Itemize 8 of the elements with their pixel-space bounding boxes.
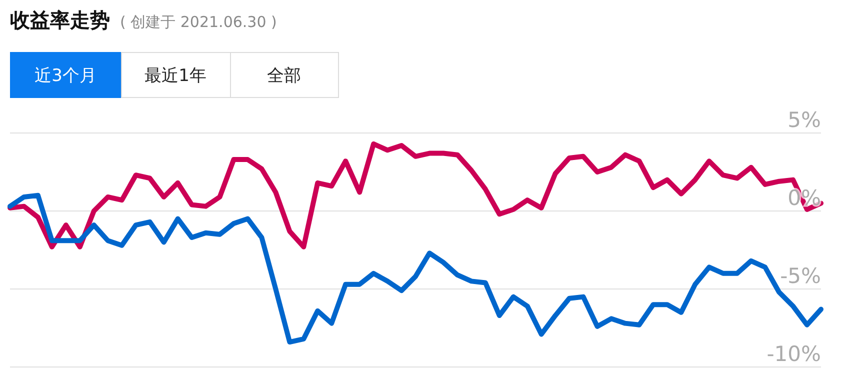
chart-title: 收益率走势 xyxy=(10,8,110,32)
text: 全部 xyxy=(267,66,301,86)
text: 最近1年 xyxy=(144,66,206,86)
y-tick-label: -5% xyxy=(780,264,821,288)
y-tick-label: 5% xyxy=(788,108,821,132)
y-tick-label: -10% xyxy=(766,342,821,366)
text: 近3个月 xyxy=(34,66,96,86)
chart-subtitle: ( 创建于 2021.06.30 ) xyxy=(120,13,277,31)
